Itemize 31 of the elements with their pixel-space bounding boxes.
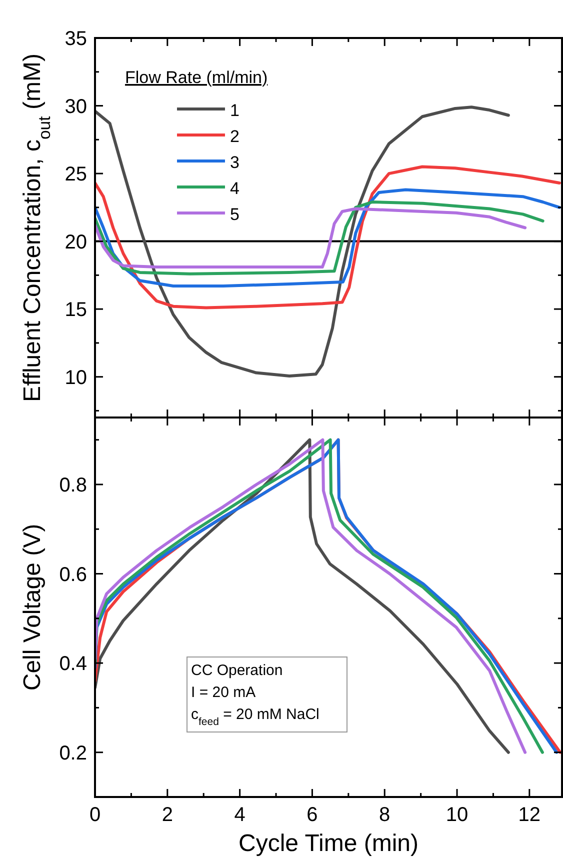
annotation: c$_{feed}$ = 20 mM NaCl xyxy=(191,706,320,728)
legend-title: Flow Rate (ml/min) xyxy=(125,68,268,87)
y-tick-label: 0.6 xyxy=(59,564,87,586)
x-tick-label: 0 xyxy=(89,804,101,826)
x-tick-label: 12 xyxy=(518,804,541,826)
x-tick-label: 10 xyxy=(446,804,468,826)
legend-label: 3 xyxy=(230,153,240,172)
y-tick-label: 0.8 xyxy=(59,474,87,496)
y-tick-label: 30 xyxy=(64,96,87,118)
legend-label: 5 xyxy=(230,205,240,224)
y-tick-label: 35 xyxy=(64,28,87,50)
x-tick-label: 8 xyxy=(379,804,390,826)
x-axis-title: Cycle Time (min) xyxy=(238,830,419,857)
legend-label: 1 xyxy=(230,101,240,120)
x-tick-label: 6 xyxy=(306,804,318,826)
y-tick-label: 0.4 xyxy=(59,653,87,676)
annotation: I = 20 mA xyxy=(191,684,256,701)
x-tick-label: 4 xyxy=(234,804,246,826)
y-tick-label: 15 xyxy=(64,299,87,322)
y-tick-label: 20 xyxy=(64,231,87,254)
legend-label: 2 xyxy=(230,127,240,146)
line-series xyxy=(95,200,544,276)
line-series xyxy=(95,207,527,269)
annotation: CC Operation xyxy=(191,662,283,679)
y-tick-label: 10 xyxy=(64,366,87,389)
y-axis-title: Cell Voltage (V) xyxy=(19,524,46,691)
line-series xyxy=(95,106,510,378)
x-tick-label: 2 xyxy=(162,804,173,826)
y-tick-label: 0.2 xyxy=(59,742,87,764)
y-tick-label: 25 xyxy=(64,164,87,186)
legend-label: 4 xyxy=(230,179,240,198)
